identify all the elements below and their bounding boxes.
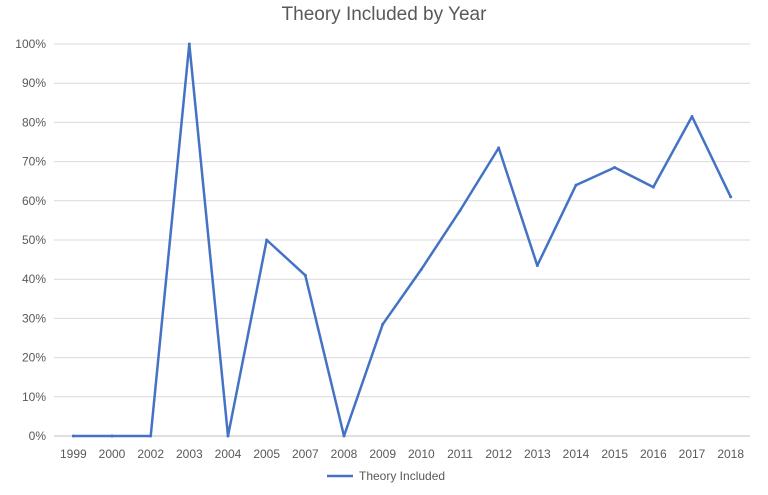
x-tick-label: 2002	[137, 447, 164, 461]
x-tick-label: 2016	[640, 447, 667, 461]
y-tick-label: 10%	[22, 390, 46, 404]
y-tick-label: 90%	[22, 76, 46, 90]
x-tick-label: 2017	[679, 447, 706, 461]
data-point	[419, 267, 423, 271]
y-tick-label: 50%	[22, 233, 46, 247]
data-point	[303, 273, 307, 277]
chart-title: Theory Included by Year	[281, 4, 487, 25]
x-tick-label: 2015	[601, 447, 628, 461]
x-tick-label: 1999	[60, 447, 87, 461]
x-tick-label: 2009	[369, 447, 396, 461]
y-tick-label: 0%	[29, 429, 47, 443]
x-tick-label: 2012	[485, 447, 512, 461]
data-point	[458, 209, 462, 213]
data-point	[71, 434, 75, 438]
data-point	[574, 183, 578, 187]
data-point	[187, 42, 191, 46]
data-point	[690, 115, 694, 119]
data-point	[729, 195, 733, 199]
data-point	[381, 322, 385, 326]
x-tick-label: 2005	[253, 447, 280, 461]
data-point	[110, 434, 114, 438]
data-point	[651, 185, 655, 189]
x-tick-label: 2013	[524, 447, 551, 461]
x-tick-label: 2007	[292, 447, 319, 461]
series-line	[73, 42, 732, 438]
x-tick-label: 2000	[99, 447, 126, 461]
y-tick-label: 100%	[15, 37, 46, 51]
x-tick-label: 2008	[331, 447, 358, 461]
data-point	[497, 146, 501, 150]
x-tick-label: 2011	[447, 447, 473, 461]
data-point	[149, 434, 153, 438]
data-point	[265, 238, 269, 242]
data-point	[342, 434, 346, 438]
legend-label: Theory Included	[359, 469, 445, 483]
y-tick-label: 60%	[22, 194, 46, 208]
y-tick-label: 80%	[22, 115, 46, 129]
x-tick-label: 2010	[408, 447, 435, 461]
y-tick-label: 70%	[22, 155, 46, 169]
y-tick-label: 20%	[22, 351, 46, 365]
x-tick-label: 2003	[176, 447, 203, 461]
x-tick-label: 2004	[215, 447, 242, 461]
x-tick-label: 2014	[563, 447, 590, 461]
y-tick-label: 30%	[22, 311, 46, 325]
data-point	[535, 263, 539, 267]
y-tick-label: 40%	[22, 272, 46, 286]
data-point	[613, 165, 617, 169]
data-point	[226, 434, 230, 438]
x-tick-label: 2018	[717, 447, 744, 461]
